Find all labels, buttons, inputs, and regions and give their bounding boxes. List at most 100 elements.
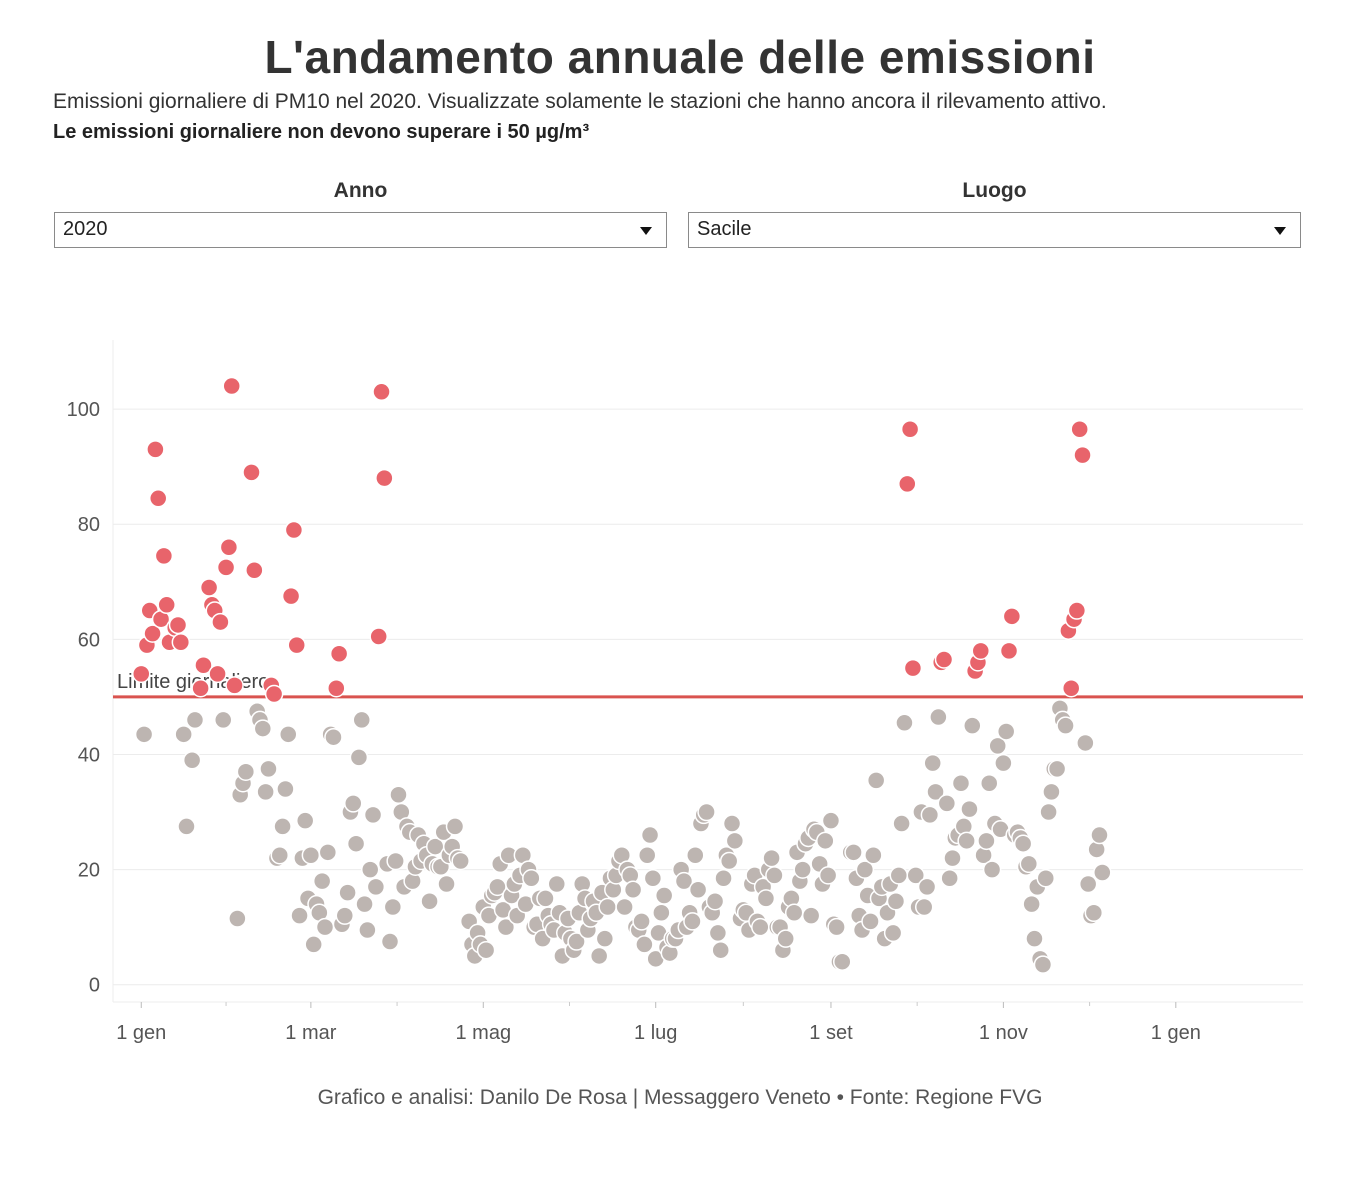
data-point[interactable] bbox=[844, 843, 863, 862]
data-point-above-limit[interactable] bbox=[143, 624, 162, 643]
data-point[interactable] bbox=[923, 753, 942, 773]
data-point[interactable] bbox=[940, 868, 959, 888]
data-point[interactable] bbox=[476, 940, 496, 960]
data-point[interactable] bbox=[725, 831, 745, 851]
data-point[interactable] bbox=[1039, 802, 1058, 822]
data-point-above-limit[interactable] bbox=[199, 578, 219, 597]
data-point[interactable] bbox=[920, 805, 940, 825]
data-point[interactable] bbox=[360, 860, 380, 879]
data-point-above-limit[interactable] bbox=[264, 684, 284, 704]
data-point[interactable] bbox=[833, 952, 852, 971]
data-point[interactable] bbox=[654, 886, 674, 905]
data-point[interactable] bbox=[1013, 834, 1033, 853]
data-point[interactable] bbox=[751, 917, 770, 937]
data-point-above-limit[interactable] bbox=[1002, 607, 1022, 626]
data-point[interactable] bbox=[366, 877, 386, 897]
data-point[interactable] bbox=[1078, 874, 1098, 894]
data-point[interactable] bbox=[722, 814, 742, 833]
data-point-above-limit[interactable] bbox=[327, 679, 346, 698]
data-point-above-limit[interactable] bbox=[219, 537, 239, 557]
data-point[interactable] bbox=[960, 799, 979, 819]
data-point[interactable] bbox=[1090, 825, 1109, 845]
data-point[interactable] bbox=[697, 802, 716, 822]
data-point[interactable] bbox=[977, 831, 996, 851]
data-point[interactable] bbox=[640, 825, 660, 845]
data-point[interactable] bbox=[637, 845, 657, 865]
data-point[interactable] bbox=[784, 903, 804, 923]
data-point[interactable] bbox=[295, 811, 315, 830]
data-point[interactable] bbox=[344, 794, 363, 813]
data-point[interactable] bbox=[445, 817, 465, 836]
data-point-above-limit[interactable] bbox=[222, 376, 241, 396]
data-point-above-limit[interactable] bbox=[284, 520, 304, 540]
data-point[interactable] bbox=[937, 794, 957, 813]
data-point[interactable] bbox=[437, 874, 456, 894]
data-point[interactable] bbox=[1047, 759, 1067, 779]
data-point[interactable] bbox=[988, 736, 1007, 756]
data-point[interactable] bbox=[883, 923, 903, 943]
place-select[interactable]: Sacile bbox=[688, 212, 1301, 248]
data-point[interactable] bbox=[635, 935, 654, 954]
data-point[interactable] bbox=[886, 892, 906, 911]
data-point[interactable] bbox=[386, 851, 405, 871]
data-point[interactable] bbox=[595, 929, 615, 948]
data-point[interactable] bbox=[1093, 863, 1112, 882]
data-point-above-limit[interactable] bbox=[898, 474, 917, 494]
data-point-above-limit[interactable] bbox=[1067, 601, 1087, 620]
data-point-above-limit[interactable] bbox=[287, 635, 306, 655]
data-point[interactable] bbox=[301, 845, 321, 865]
data-point-above-limit[interactable] bbox=[375, 468, 394, 488]
data-point[interactable] bbox=[315, 917, 335, 937]
data-point[interactable] bbox=[589, 946, 609, 966]
data-point[interactable] bbox=[352, 710, 371, 730]
data-point[interactable] bbox=[756, 889, 776, 908]
data-point[interactable] bbox=[270, 845, 290, 865]
data-point[interactable] bbox=[914, 897, 934, 917]
data-point-above-limit[interactable] bbox=[999, 641, 1019, 661]
data-point-above-limit[interactable] bbox=[208, 664, 227, 684]
data-point[interactable] bbox=[451, 851, 470, 871]
data-point[interactable] bbox=[355, 894, 374, 914]
data-point[interactable] bbox=[762, 848, 781, 868]
data-point[interactable] bbox=[615, 897, 634, 917]
data-point-above-limit[interactable] bbox=[191, 679, 210, 698]
data-point[interactable] bbox=[177, 817, 196, 836]
data-point[interactable] bbox=[821, 811, 841, 830]
data-point[interactable] bbox=[496, 917, 516, 937]
data-point-above-limit[interactable] bbox=[245, 561, 264, 580]
data-point[interactable] bbox=[1056, 716, 1075, 735]
data-point-above-limit[interactable] bbox=[1070, 419, 1089, 439]
data-point-above-limit[interactable] bbox=[372, 382, 391, 402]
data-point-above-limit[interactable] bbox=[971, 641, 991, 661]
data-point[interactable] bbox=[855, 860, 875, 879]
data-point-above-limit[interactable] bbox=[146, 440, 165, 459]
data-point-above-limit[interactable] bbox=[194, 655, 213, 675]
data-point[interactable] bbox=[253, 719, 273, 738]
data-point[interactable] bbox=[1084, 903, 1104, 923]
data-point[interactable] bbox=[705, 892, 725, 911]
data-point-above-limit[interactable] bbox=[132, 664, 151, 684]
data-point[interactable] bbox=[567, 932, 586, 951]
data-point-above-limit[interactable] bbox=[281, 586, 301, 606]
data-point[interactable] bbox=[827, 917, 846, 937]
data-point-above-limit[interactable] bbox=[148, 489, 168, 508]
data-point-above-limit[interactable] bbox=[369, 627, 388, 646]
data-point[interactable] bbox=[236, 762, 256, 781]
data-point[interactable] bbox=[259, 759, 278, 779]
data-point[interactable] bbox=[304, 935, 323, 954]
data-point[interactable] bbox=[818, 866, 838, 885]
data-point[interactable] bbox=[906, 866, 926, 885]
data-point[interactable] bbox=[714, 868, 733, 888]
data-point[interactable] bbox=[643, 868, 663, 888]
data-point[interactable] bbox=[185, 710, 205, 730]
data-point[interactable] bbox=[719, 851, 739, 871]
data-point[interactable] bbox=[335, 906, 355, 925]
data-point[interactable] bbox=[652, 903, 671, 923]
data-point[interactable] bbox=[765, 866, 784, 885]
data-point[interactable] bbox=[389, 785, 408, 805]
data-point[interactable] bbox=[892, 814, 911, 833]
data-point[interactable] bbox=[926, 782, 945, 802]
data-point-above-limit[interactable] bbox=[171, 632, 191, 652]
data-point[interactable] bbox=[174, 725, 193, 744]
data-point[interactable] bbox=[674, 871, 694, 891]
